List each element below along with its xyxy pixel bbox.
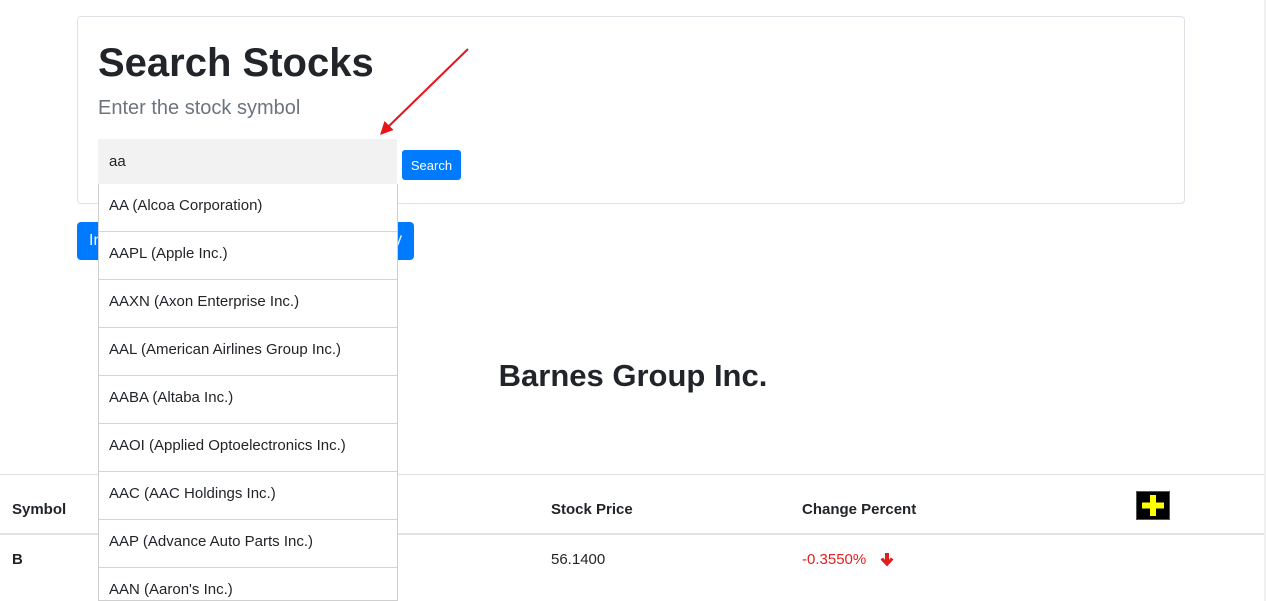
autocomplete-option[interactable]: AAN (Aaron's Inc.) <box>99 568 397 600</box>
autocomplete-option[interactable]: AAPL (Apple Inc.) <box>99 232 397 280</box>
column-header-symbol: Symbol <box>12 501 67 518</box>
row-symbol: B <box>12 551 23 568</box>
autocomplete-option[interactable]: AAXN (Axon Enterprise Inc.) <box>99 280 397 328</box>
column-header-change-percent: Change Percent <box>802 501 917 518</box>
table-header-border <box>0 533 1266 535</box>
add-stock-button[interactable] <box>1136 491 1170 520</box>
autocomplete-dropdown: AA (Alcoa Corporation) AAPL (Apple Inc.)… <box>98 184 398 601</box>
table-top-border <box>0 474 1266 475</box>
action-button-label-end: y <box>394 231 402 248</box>
stock-search-input[interactable] <box>98 139 397 184</box>
window-right-edge <box>1264 0 1266 601</box>
autocomplete-option[interactable]: AABA (Altaba Inc.) <box>99 376 397 424</box>
row-stock-price: 56.1400 <box>551 551 606 568</box>
search-button[interactable]: Search <box>402 150 461 180</box>
company-name: Barnes Group Inc. <box>498 358 768 393</box>
arrow-down-icon <box>880 553 894 567</box>
autocomplete-option[interactable]: AAL (American Airlines Group Inc.) <box>99 328 397 376</box>
autocomplete-option[interactable]: AAP (Advance Auto Parts Inc.) <box>99 520 397 568</box>
plus-icon <box>1142 495 1164 516</box>
page-subtitle: Enter the stock symbol <box>98 97 301 119</box>
row-change-percent: -0.3550% <box>802 551 867 568</box>
autocomplete-option[interactable]: AAC (AAC Holdings Inc.) <box>99 472 397 520</box>
autocomplete-option[interactable]: AAOI (Applied Optoelectronics Inc.) <box>99 424 397 472</box>
page-title: Search Stocks <box>98 41 374 85</box>
autocomplete-option[interactable]: AA (Alcoa Corporation) <box>99 184 397 232</box>
column-header-stock-price: Stock Price <box>551 501 633 518</box>
